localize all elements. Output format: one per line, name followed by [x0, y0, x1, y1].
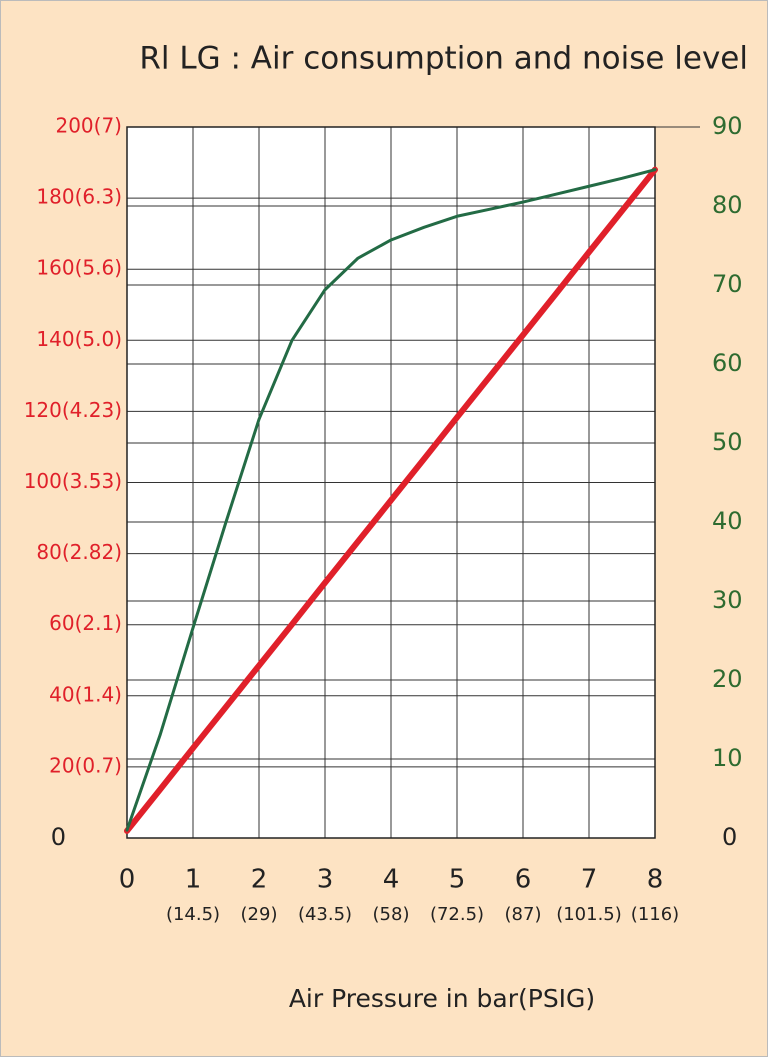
x-tick-sublabel: (58)	[373, 904, 410, 925]
x-tick-label: 6	[515, 865, 532, 895]
plot-frame	[126, 126, 656, 839]
y-tick-label: 160(5.6)	[36, 256, 122, 280]
y2-tick-label: 60	[712, 349, 743, 377]
y-tick-label: 140(5.0)	[36, 327, 122, 351]
y-tick-label: 20(0.7)	[49, 753, 122, 777]
chart-title: Rl LG : Air consumption and noise level	[139, 41, 748, 77]
x-tick-label: 4	[383, 865, 400, 895]
series-line	[125, 168, 657, 832]
x-axis-label: Air Pressure in bar(PSIG)	[289, 984, 595, 1013]
y-tick-label: 40(1.4)	[49, 682, 122, 706]
x-tick-sublabel: (14.5)	[166, 904, 220, 925]
y2-tick-label: 80	[712, 191, 743, 219]
y2-tick-label: 70	[712, 270, 743, 298]
x-tick-sublabel: (43.5)	[298, 904, 352, 925]
y-tick-label: 120(4.23)	[24, 398, 122, 422]
series-line	[124, 166, 658, 834]
y2-tick-label: 90	[712, 112, 743, 140]
y-tick-label: 100(3.53)	[24, 469, 122, 493]
x-tick-label: 8	[647, 865, 664, 895]
y-tick-label: 200(7)	[55, 114, 122, 138]
y2-tick-label: 20	[712, 665, 743, 693]
y2-tick-label: 0	[722, 823, 737, 851]
x-tick-sublabel: (29)	[241, 904, 278, 925]
x-tick-label: 1	[185, 865, 202, 895]
x-tick-label: 7	[581, 865, 598, 895]
x-tick-label: 2	[251, 865, 268, 895]
y-tick-label: 80(2.82)	[36, 540, 122, 564]
x-tick-sublabel: (87)	[505, 904, 542, 925]
y2-tick-label: 40	[712, 507, 743, 535]
y-tick-label: 180(6.3)	[36, 185, 122, 209]
y2-tick-label: 30	[712, 586, 743, 614]
y-tick-label: 60(2.1)	[49, 611, 122, 635]
x-tick-label: 0	[119, 865, 136, 895]
x-tick-sublabel: (116)	[631, 904, 679, 925]
y-tick-label: 0	[51, 823, 66, 851]
x-tick-label: 3	[317, 865, 334, 895]
x-tick-sublabel: (101.5)	[556, 904, 622, 925]
x-tick-sublabel: (72.5)	[430, 904, 484, 925]
y2-tick-label: 50	[712, 428, 743, 456]
y2-tick-label: 10	[712, 744, 743, 772]
x-tick-label: 5	[449, 865, 466, 895]
